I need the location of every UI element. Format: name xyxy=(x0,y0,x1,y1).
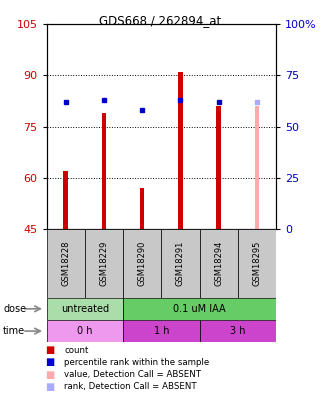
Text: dose: dose xyxy=(3,304,26,314)
Text: ■: ■ xyxy=(45,370,54,379)
Text: 3 h: 3 h xyxy=(230,326,246,336)
Bar xyxy=(85,229,123,298)
Bar xyxy=(123,320,200,342)
Text: count: count xyxy=(64,346,89,355)
Bar xyxy=(47,298,123,320)
Bar xyxy=(238,229,276,298)
Text: GSM18290: GSM18290 xyxy=(138,241,147,286)
Text: value, Detection Call = ABSENT: value, Detection Call = ABSENT xyxy=(64,370,201,379)
Text: untreated: untreated xyxy=(61,304,109,314)
Text: 0 h: 0 h xyxy=(77,326,92,336)
Text: rank, Detection Call = ABSENT: rank, Detection Call = ABSENT xyxy=(64,382,197,391)
Text: percentile rank within the sample: percentile rank within the sample xyxy=(64,358,209,367)
Text: time: time xyxy=(3,326,25,336)
Text: GSM18229: GSM18229 xyxy=(100,241,108,286)
Bar xyxy=(200,320,276,342)
Bar xyxy=(47,320,123,342)
Text: 1 h: 1 h xyxy=(153,326,169,336)
Bar xyxy=(123,298,276,320)
Text: GSM18228: GSM18228 xyxy=(61,241,70,286)
Bar xyxy=(47,229,85,298)
Text: GSM18294: GSM18294 xyxy=(214,241,223,286)
Text: 0.1 uM IAA: 0.1 uM IAA xyxy=(173,304,226,314)
Text: ■: ■ xyxy=(45,358,54,367)
Text: ■: ■ xyxy=(45,382,54,392)
Bar xyxy=(216,106,221,229)
Text: ■: ■ xyxy=(45,345,54,355)
Bar xyxy=(178,72,183,229)
Bar xyxy=(200,229,238,298)
Text: GSM18291: GSM18291 xyxy=(176,241,185,286)
Bar xyxy=(102,113,106,229)
Text: GSM18295: GSM18295 xyxy=(252,241,261,286)
Text: GDS668 / 262894_at: GDS668 / 262894_at xyxy=(100,14,221,27)
Bar xyxy=(63,171,68,229)
Bar xyxy=(161,229,200,298)
Bar xyxy=(123,229,161,298)
Bar xyxy=(140,188,144,229)
Bar xyxy=(255,106,259,229)
